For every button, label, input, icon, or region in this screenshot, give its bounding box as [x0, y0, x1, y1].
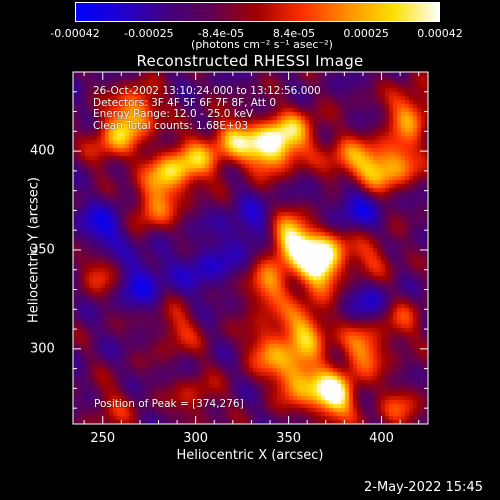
info-line: Clean Total counts: 1.68E+03	[93, 119, 249, 132]
x-axis-label: Heliocentric X (arcsec)	[176, 448, 324, 463]
chart-title: Reconstructed RHESSI Image	[136, 52, 364, 70]
peak-position-label: Position of Peak = [374,276]	[94, 398, 244, 410]
colorbar-tick-label: 0.00025	[343, 27, 389, 40]
colorbar-tick-label: -8.4e-05	[197, 27, 245, 40]
colorbar-tick-label: 0.00042	[417, 27, 463, 40]
axes-border	[72, 71, 429, 425]
info-line: Detectors: 3F 4F 5F 6F 7F 8F, Att 0	[93, 96, 277, 109]
y-tick-label: 300	[30, 341, 55, 357]
y-tick-label: 350	[30, 242, 55, 258]
axes-frame	[72, 71, 429, 425]
colorbar-unit-label: (photons cm⁻² s⁻¹ asec⁻²)	[191, 38, 333, 51]
colorbar-tick-label: -0.00042	[50, 27, 100, 40]
x-tick-label: 300	[183, 431, 209, 446]
info-line: 26-Oct-2002 13:10:24.000 to 13:12:56.000	[93, 85, 321, 97]
colorbar-tick-label: 8.4e-05	[272, 27, 316, 40]
timestamp: 2-May-2022 15:45	[364, 480, 483, 495]
x-tick-label: 250	[90, 431, 116, 446]
y-tick-label: 400	[30, 143, 55, 159]
plot-area	[73, 72, 428, 424]
colorbar	[75, 2, 440, 22]
x-tick-label: 350	[276, 431, 302, 446]
colorbar-tick-label: -0.00025	[124, 27, 174, 40]
y-axis-label: Heliocentric Y (arcsec)	[26, 177, 42, 323]
info-line: Energy Range: 12.0 - 25.0 keV	[93, 108, 254, 120]
x-tick-label: 400	[369, 431, 394, 446]
heatmap-image	[73, 72, 428, 424]
